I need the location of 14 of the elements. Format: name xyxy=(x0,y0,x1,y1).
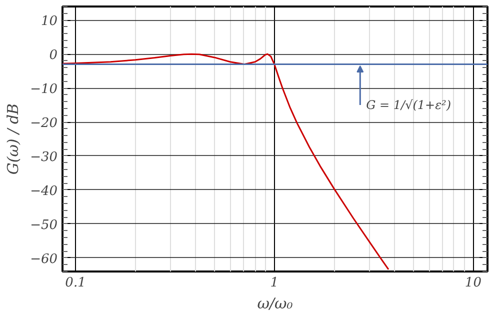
x-axis-title: ω/ω₀ xyxy=(257,294,293,312)
y-tick-label: −20 xyxy=(30,116,58,132)
annotation: G = 1/√(1+ε²) xyxy=(366,98,452,112)
y-tick-label: 0 xyxy=(49,48,58,64)
y-tick-label: −40 xyxy=(30,184,58,199)
y-tick-label: −10 xyxy=(30,82,58,98)
x-tick-label: 10 xyxy=(464,276,482,290)
y-tick-label: −30 xyxy=(30,150,58,165)
y-tick-label: 10 xyxy=(40,14,58,30)
x-tick-label: 0.1 xyxy=(65,276,86,290)
y-tick-label: −50 xyxy=(30,218,58,233)
x-tick-label: 1 xyxy=(270,276,279,290)
y-axis-title: G(ω) / dB xyxy=(4,103,22,175)
y-tick-label: −60 xyxy=(30,252,58,267)
